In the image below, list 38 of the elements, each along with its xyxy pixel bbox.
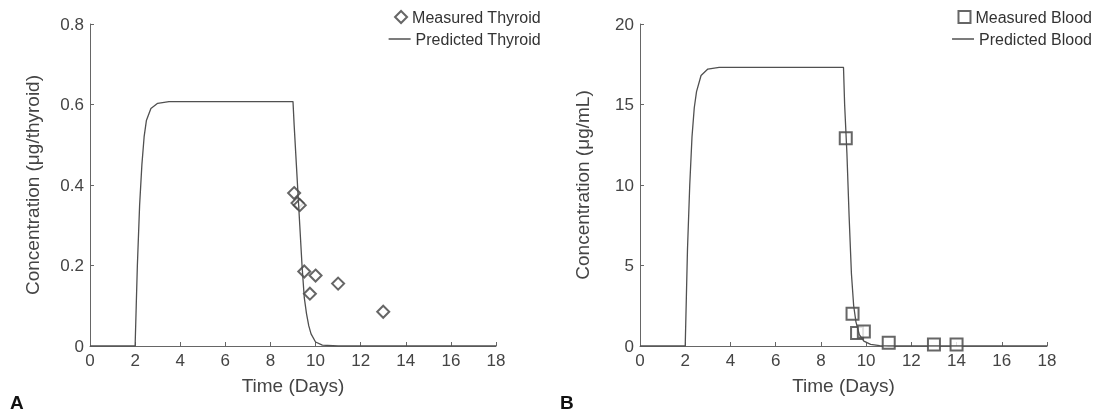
- x-tick-label: 4: [725, 351, 736, 370]
- x-tick-label: 4: [175, 351, 185, 370]
- y-tick-label: 0.8: [60, 14, 84, 34]
- y-tick-label: 0: [74, 336, 84, 356]
- x-tick-label: 16: [441, 351, 461, 370]
- legend-label: Measured Blood: [975, 8, 1092, 26]
- x-axis-title: Time (Days): [792, 375, 895, 396]
- y-axis-title: Concentration (μg/thyroid): [22, 74, 43, 296]
- x-tick-label: 14: [396, 351, 416, 370]
- x-tick-label: 14: [947, 351, 967, 370]
- x-tick-label: 6: [770, 351, 781, 370]
- x-tick-label: 6: [220, 351, 231, 370]
- text: B: [560, 392, 574, 413]
- y-tick-label: 0: [624, 336, 634, 356]
- y-tick-label: 0.4: [60, 175, 84, 195]
- y-tick-label: 15: [615, 95, 634, 114]
- x-tick-label: 10: [306, 351, 326, 370]
- y-axis-title: Concentration (μg/mL): [572, 90, 593, 280]
- x-tick-label: 18: [486, 351, 506, 370]
- y-tick-label: 0.2: [60, 256, 84, 275]
- legend-label: Measured Thyroid: [412, 8, 541, 26]
- x-tick-label: 10: [856, 351, 876, 370]
- x-tick-label: 12: [351, 351, 371, 370]
- x-tick-label: 8: [265, 351, 276, 370]
- x-tick-label: 16: [992, 351, 1012, 370]
- x-tick-label: 8: [816, 351, 826, 370]
- y-tick-label: 0.6: [60, 95, 84, 114]
- legend-label: Predicted Thyroid: [415, 30, 541, 48]
- x-tick-label: 18: [1037, 351, 1057, 370]
- text: A: [10, 392, 24, 413]
- x-tick-label: 2: [680, 351, 690, 370]
- y-tick-label: 10: [615, 175, 634, 195]
- legend-label: Predicted Blood: [979, 30, 1093, 48]
- x-tick-label: 2: [130, 351, 140, 370]
- y-tick-label: 5: [624, 256, 634, 275]
- y-tick-label: 20: [615, 14, 634, 34]
- x-tick-label: 12: [901, 351, 921, 370]
- x-axis-title: Time (Days): [241, 375, 345, 396]
